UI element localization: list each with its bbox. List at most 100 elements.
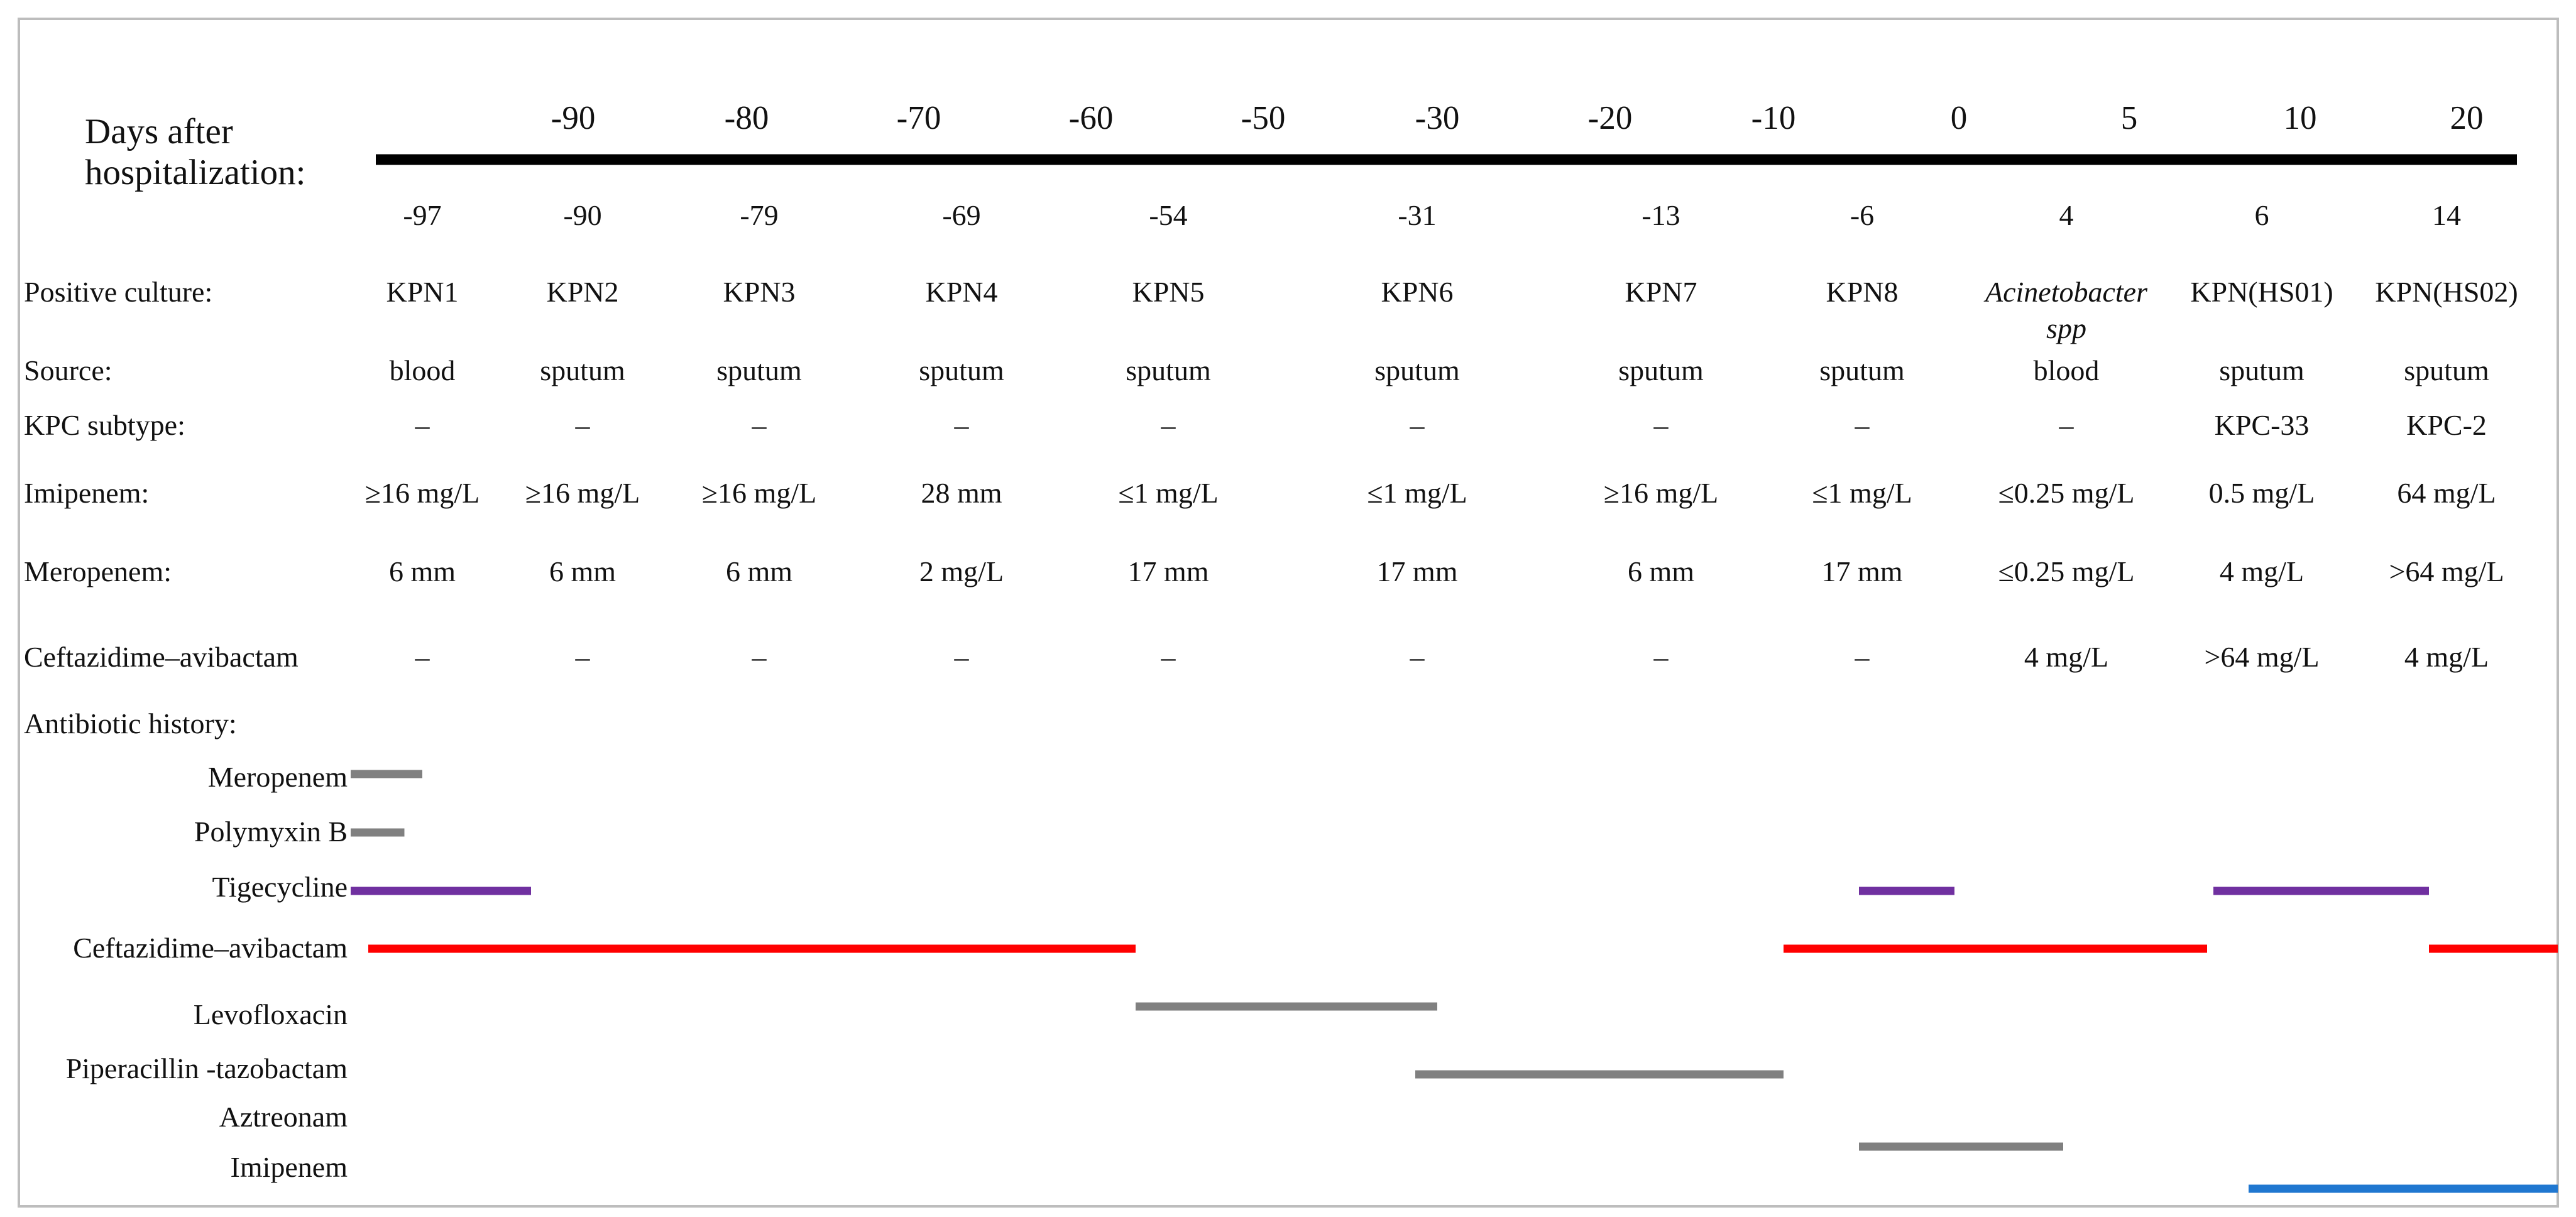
antibiotic-label: Aztreonam <box>219 1101 348 1133</box>
source-row: Source: blood sputum sputum sputum sputum sput… <box>24 354 2489 386</box>
axis-tick-label: -70 <box>897 100 941 136</box>
table-cell: KPC-2 <box>2406 409 2487 441</box>
positive-culture-row: Positive culture: KPN1 KPN2 KPN3 KPN4 KPN5 KPN… <box>24 276 2518 344</box>
axis-tick-label: -30 <box>1415 100 1460 136</box>
table-cell: 14 <box>2432 199 2461 231</box>
table-cell: – <box>1855 641 1870 673</box>
axis-tick-label: 10 <box>2284 100 2317 136</box>
table-cell: ≤0.25 mg/L <box>1998 555 2135 587</box>
table-cell: 4 mg/L <box>2404 641 2489 673</box>
table-cell: KPN(HS02) <box>2375 276 2518 308</box>
antibiotic-label: Ceftazidime–avibactam <box>73 932 348 964</box>
table-cell: – <box>575 641 591 673</box>
antibiotic-label: Polymyxin B <box>194 816 348 848</box>
table-cell: ≥16 mg/L <box>702 477 816 509</box>
antibiotic-label: Imipenem <box>231 1151 348 1183</box>
table-cell: KPN(HS01) <box>2190 276 2333 308</box>
table-cell: KPN3 <box>723 276 795 308</box>
table-cell: sputum <box>716 354 802 386</box>
table-cell: 6 mm <box>389 555 456 587</box>
table-cell: ≤0.25 mg/L <box>1998 477 2135 509</box>
table-cell: 28 mm <box>921 477 1002 509</box>
meropenem-row: Meropenem: 6 mm 6 mm 6 mm 2 mg/L 17 mm 17 mm 6 … <box>24 555 2504 587</box>
antibiotic-label: Levofloxacin <box>194 998 348 1030</box>
table-cell: sputum <box>2219 354 2305 386</box>
table-cell: KPN5 <box>1132 276 1204 308</box>
table-cell: sputum <box>1618 354 1704 386</box>
axis-tick-label: -20 <box>1588 100 1633 136</box>
table-cell: – <box>1653 641 1669 673</box>
axis-tick-label: 20 <box>2450 100 2484 136</box>
table-cell: >64 mg/L <box>2204 641 2319 673</box>
table-cell: ≤1 mg/L <box>1812 477 1912 509</box>
axis-tick-label: -60 <box>1069 100 1114 136</box>
antibiotic-track: Imipenem <box>231 1151 2558 1193</box>
table-cell: 17 mm <box>1376 555 1457 587</box>
table-cell: 6 mm <box>726 555 792 587</box>
table-cell: – <box>575 409 591 441</box>
antibiotic-track: Levofloxacin <box>194 998 1437 1030</box>
table-cell: – <box>1161 641 1176 673</box>
table-cell: KPN7 <box>1625 276 1697 308</box>
table-cell: KPN1 <box>386 276 458 308</box>
table-cell: ≥16 mg/L <box>525 477 640 509</box>
table-cell: -31 <box>1398 199 1436 231</box>
antibiotic-track: Tigecycline <box>212 871 2429 903</box>
table-cell: 4 mg/L <box>2220 555 2304 587</box>
row-label: Source: <box>24 354 112 386</box>
table-cell: – <box>954 641 970 673</box>
axis-tick-label: -50 <box>1241 100 1286 136</box>
row-label: Meropenem: <box>24 555 172 587</box>
table-cell: – <box>2059 409 2075 441</box>
antibiotic-label: Tigecycline <box>212 871 348 903</box>
antibiotic-label: Meropenem <box>208 761 348 793</box>
table-cell: 64 mg/L <box>2397 477 2496 509</box>
table-cell: KPN6 <box>1381 276 1453 308</box>
kpc-subtype-row: KPC subtype: – – – – – – – – – KPC-33 KPC-2 <box>24 409 2487 441</box>
table-cell: – <box>954 409 970 441</box>
table-cell: sputum <box>1374 354 1460 386</box>
table-cell: sputum <box>2404 354 2489 386</box>
table-cell: – <box>415 641 430 673</box>
table-cell: – <box>752 641 767 673</box>
table-cell: -13 <box>1642 199 1680 231</box>
table-cell: 17 mm <box>1127 555 1209 587</box>
antibiotic-track: Polymyxin B <box>194 816 405 848</box>
table-cell: – <box>1161 409 1176 441</box>
antibiotic-track: Ceftazidime–avibactam <box>73 932 2558 964</box>
table-cell: -69 <box>942 199 980 231</box>
table-cell: -97 <box>403 199 441 231</box>
table-cell: -79 <box>740 199 778 231</box>
antibiotic-history-label: Antibiotic history: <box>24 707 237 739</box>
table-cell: ≤1 mg/L <box>1367 477 1467 509</box>
row-label: Imipenem: <box>24 477 149 509</box>
table-cell: ≥16 mg/L <box>1604 477 1718 509</box>
table-cell: – <box>752 409 767 441</box>
table-cell: – <box>1855 409 1870 441</box>
table-cell: >64 mg/L <box>2389 555 2504 587</box>
table-cell: sputum <box>540 354 625 386</box>
figure-frame <box>18 18 2559 1208</box>
table-cell: 2 mg/L <box>919 555 1004 587</box>
antibiotic-label: Piperacillin -tazobactam <box>66 1052 348 1084</box>
culture-table: -97 -90 -79 -69 -54 -31 -13 -6 4 6 14 Positive cult… <box>24 199 2518 673</box>
table-cell: blood <box>2034 354 2100 386</box>
ceftazidime-avibactam-row: Ceftazidime–avibactam – – – – – – – – 4 mg/L >64 m… <box>24 641 2489 673</box>
antibiotic-track: Piperacillin -tazobactam <box>66 1052 1784 1084</box>
axis-tick-label: 5 <box>2121 100 2138 136</box>
axis-tick-label: -10 <box>1751 100 1796 136</box>
table-cell: 0.5 mg/L <box>2209 477 2315 509</box>
antibiotic-track: Aztreonam <box>219 1101 2063 1151</box>
row-label: Ceftazidime–avibactam <box>24 641 299 673</box>
table-cell: sputum <box>1126 354 1211 386</box>
table-cell: -90 <box>563 199 601 231</box>
axis-tick-label: 0 <box>1951 100 1968 136</box>
table-cell: 4 <box>2059 199 2074 231</box>
antibiotic-history: Meropenem Polymyxin B Tigecycline Ceftazidi… <box>66 761 2558 1193</box>
table-cell: 6 <box>2255 199 2269 231</box>
table-cell: -54 <box>1149 199 1187 231</box>
axis-ticks: -90 -80 -70 -60 -50 -30 -20 -10 0 5 10 20 <box>551 100 2484 136</box>
antibiotic-track: Meropenem <box>208 761 422 793</box>
